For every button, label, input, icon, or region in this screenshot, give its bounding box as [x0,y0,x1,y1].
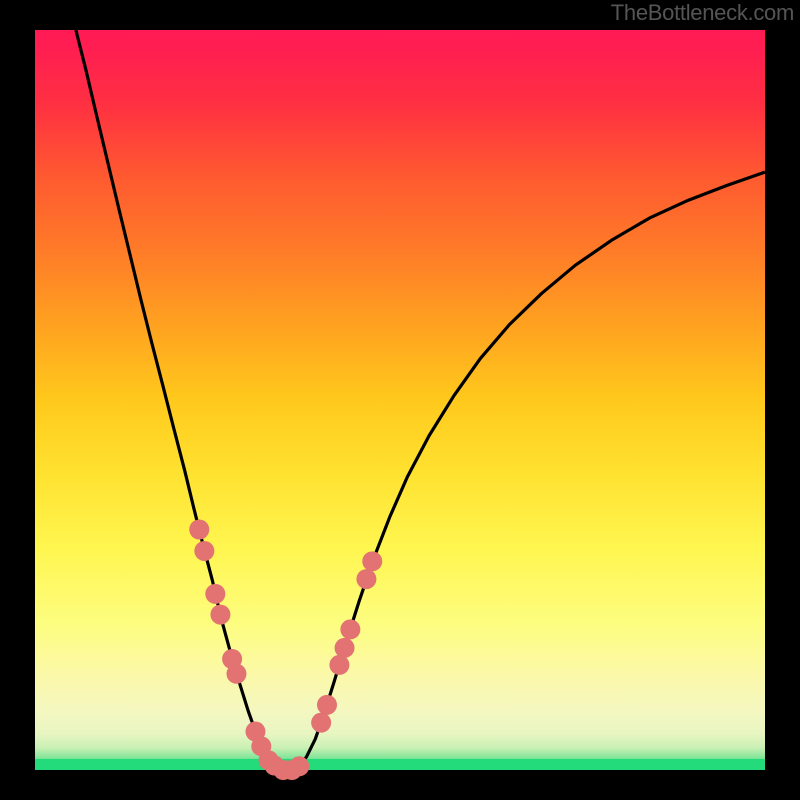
bottleneck-curve-chart [0,0,800,800]
gradient-background [35,30,765,770]
watermark-label: TheBottleneck.com [611,0,794,26]
curve-marker [289,756,309,776]
curve-marker [210,605,230,625]
curve-marker [189,520,209,540]
curve-marker [311,713,331,733]
curve-marker [362,551,382,571]
curve-marker [329,655,349,675]
curve-marker [205,584,225,604]
curve-marker [335,638,355,658]
curve-marker [317,695,337,715]
chart-container: TheBottleneck.com [0,0,800,800]
curve-marker [194,541,214,561]
green-baseline-band [35,759,765,770]
curve-marker [340,619,360,639]
curve-marker [226,664,246,684]
curve-marker [356,569,376,589]
